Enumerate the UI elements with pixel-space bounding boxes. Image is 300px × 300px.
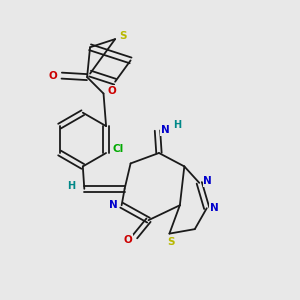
Text: Cl: Cl (112, 144, 124, 154)
Text: O: O (107, 85, 116, 96)
Text: N: N (160, 125, 169, 135)
Text: N: N (109, 200, 118, 210)
Text: H: H (173, 120, 181, 130)
Text: H: H (67, 182, 75, 191)
Text: S: S (167, 237, 175, 247)
Text: O: O (123, 235, 132, 244)
Text: N: N (203, 176, 212, 186)
Text: S: S (119, 31, 126, 41)
Text: O: O (49, 70, 58, 81)
Text: N: N (210, 203, 219, 213)
